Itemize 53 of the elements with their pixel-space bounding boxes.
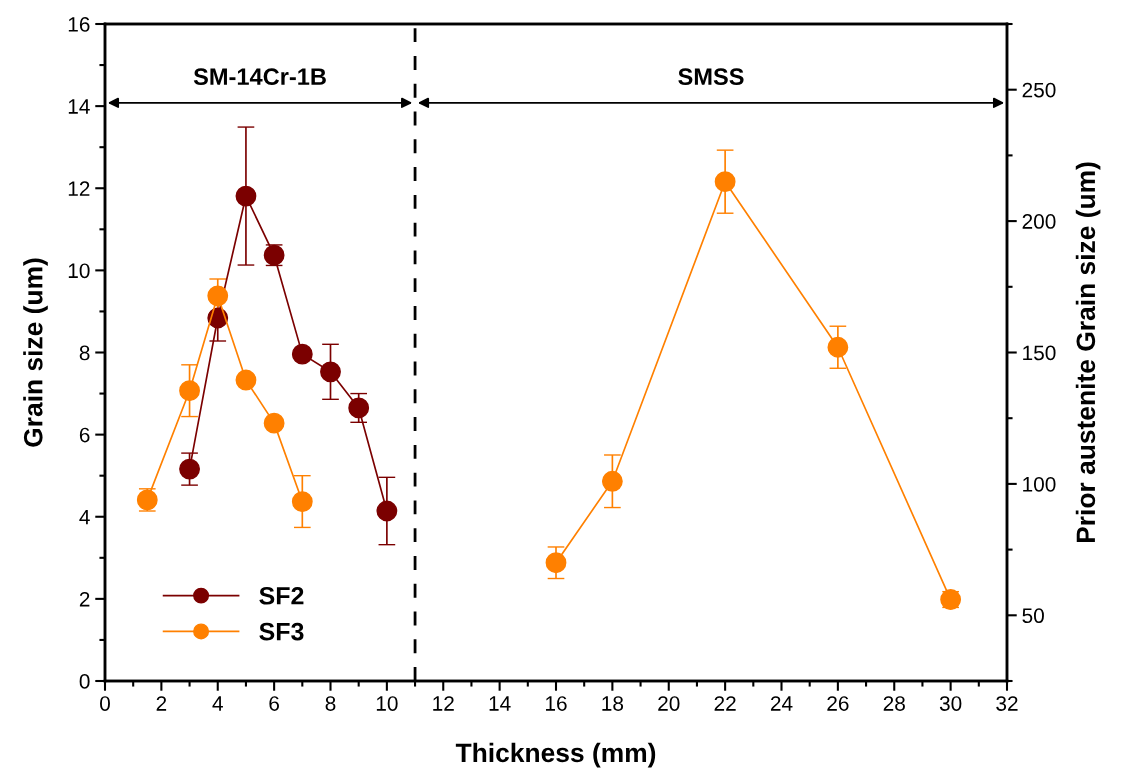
y-tick-label: 2 (79, 591, 90, 607)
point (235, 369, 257, 391)
x-axis-title: Thickness (mm) (455, 742, 656, 768)
x-tick-label: 0 (100, 696, 110, 711)
point (179, 380, 200, 402)
y-tick-label: 4 (79, 509, 90, 525)
x-tick-label: 22 (714, 696, 736, 711)
annotation: SMSS (678, 68, 744, 86)
x-tick-label: 28 (883, 696, 905, 711)
y-tick-label: 14 (68, 99, 90, 114)
point (376, 500, 398, 522)
legend-label: SF2 (259, 586, 304, 605)
y-tick-label: 8 (79, 345, 90, 361)
x-tick-label: 30 (939, 696, 962, 711)
point (235, 185, 257, 207)
y2-tick-label: 250 (1022, 82, 1056, 98)
y-tick-label: 0 (79, 674, 90, 689)
x-tick-label: 12 (433, 696, 454, 711)
y-tick-label: 6 (79, 427, 90, 443)
point (714, 171, 736, 193)
x-tick-label: 32 (996, 696, 1018, 711)
point (827, 336, 849, 358)
point (263, 412, 285, 434)
y2-tick-label: 100 (1023, 476, 1056, 492)
y2-tick-label: 150 (1023, 345, 1056, 361)
point (348, 397, 370, 419)
y-axis-title: Grain size (um) (23, 258, 48, 447)
x-tick-label: 4 (212, 696, 223, 711)
point (291, 343, 313, 365)
y-tick-label: 10 (68, 263, 90, 279)
y-tick-label: 16 (68, 17, 90, 32)
x-tick-label: 14 (489, 696, 511, 711)
point (207, 285, 229, 307)
x-tick-label: 24 (770, 696, 793, 711)
point (320, 361, 341, 383)
y2-tick-label: 200 (1022, 214, 1056, 229)
legend-label: SF3 (259, 622, 304, 641)
x-tick-label: 10 (376, 696, 398, 711)
x-tick-label: 18 (602, 696, 624, 711)
x-tick-label: 16 (546, 696, 567, 711)
x-tick-label: 2 (156, 696, 167, 711)
y-tick-label: 12 (68, 181, 90, 196)
x-tick-label: 20 (658, 696, 680, 711)
point (291, 491, 313, 512)
point (179, 458, 200, 480)
y2-axis-title: Prior austenite Grain size (um) (1075, 162, 1101, 543)
x-tick-label: 26 (827, 696, 849, 711)
point (545, 552, 567, 574)
y2-tick-label: 50 (1022, 608, 1044, 624)
x-tick-label: 6 (269, 696, 279, 711)
point (601, 470, 623, 492)
annotation: SM-14Cr-1B (193, 68, 326, 86)
x-tick-label: 8 (325, 696, 336, 711)
